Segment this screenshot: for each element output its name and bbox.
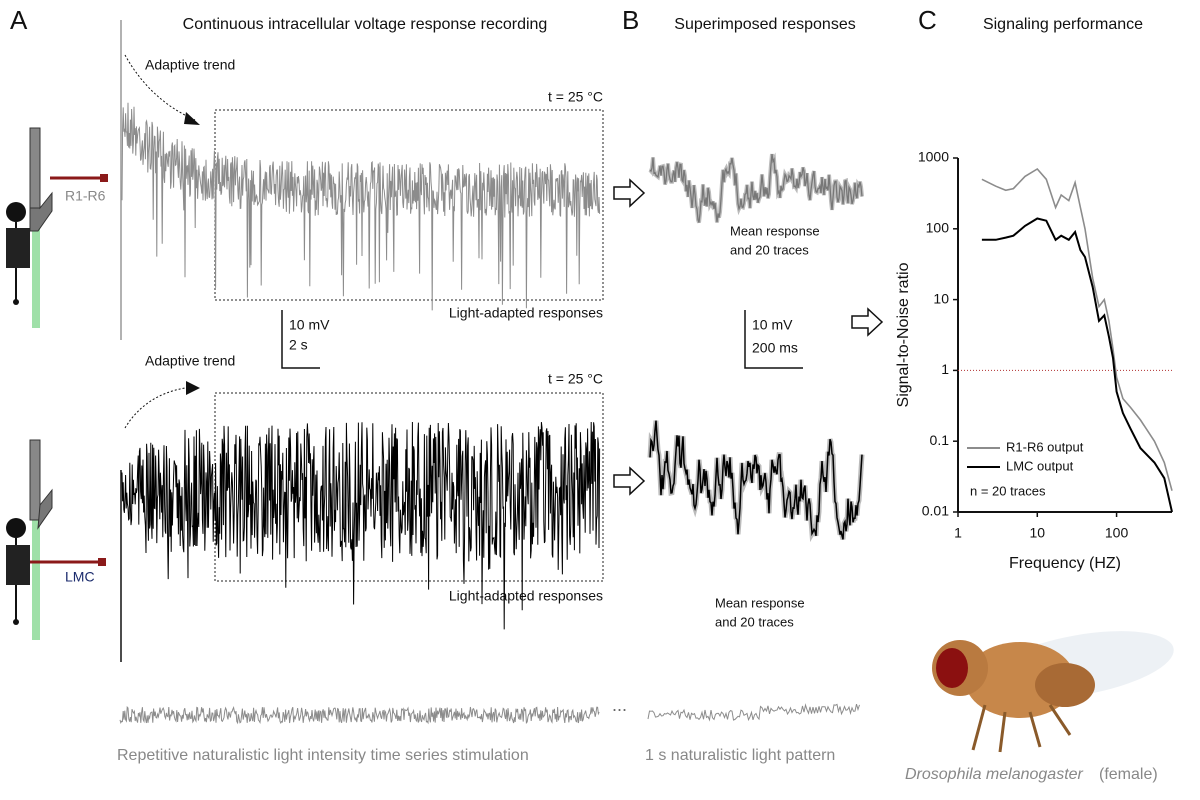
panel-title: Superimposed responses [674, 16, 855, 33]
species: Drosophila melanogaster [905, 766, 1084, 783]
panel-letter: C [918, 5, 937, 35]
y-tick-label: 1000 [918, 149, 949, 165]
legend-label: R1-R6 output [1006, 439, 1084, 454]
panel-letter: A [10, 5, 28, 35]
stimulus-caption: Repetitive naturalistic light intensity … [117, 747, 529, 764]
annotation: Light-adapted responses [449, 305, 603, 321]
trend-arrow [124, 387, 186, 429]
x-tick-label: 100 [1105, 525, 1129, 541]
y-tick-label: 10 [933, 290, 949, 306]
voltage-trace [649, 420, 863, 540]
voltage-trace [647, 420, 865, 543]
annotation: Adaptive trend [145, 57, 235, 73]
scale-bar [281, 310, 320, 369]
voltage-trace [647, 703, 860, 722]
arrow-head [186, 381, 200, 395]
arrow-head [184, 112, 200, 125]
panel-title: Signaling performance [983, 16, 1143, 33]
annotation: Adaptive trend [145, 353, 235, 369]
voltage-trace [649, 154, 863, 223]
annotation: Light-adapted responses [449, 588, 603, 604]
stimulus-caption: 1 s naturalistic light pattern [645, 747, 835, 764]
annotation: Mean response [730, 223, 820, 238]
voltage-trace [121, 421, 601, 630]
flow-arrows [613, 178, 884, 496]
annotation: t = 25 °C [548, 371, 603, 387]
cell-label: LMC [65, 569, 95, 585]
region-box [214, 109, 604, 301]
x-tick-label: 10 [1030, 525, 1046, 541]
neuron-schematic [6, 439, 106, 640]
scale-label: 10 mV [752, 317, 793, 333]
neuron-schematic [6, 127, 108, 328]
voltage-trace [121, 102, 601, 311]
legend-label: LMC output [1006, 458, 1074, 473]
trend-arrow [124, 54, 196, 121]
y-tick-label: 1 [941, 361, 949, 377]
species-sex: (female) [1099, 766, 1158, 783]
cell-label: R1-R6 [65, 188, 106, 204]
y-tick-label: 0.01 [922, 503, 949, 519]
scale-label: 200 ms [752, 340, 798, 356]
x-axis-label: Frequency (HZ) [1009, 555, 1121, 572]
annotation: and 20 traces [715, 614, 794, 629]
scale-label: 2 s [289, 337, 308, 353]
annotation: Mean response [715, 595, 805, 610]
snr-line [981, 167, 1173, 491]
annotation: t = 25 °C [548, 89, 603, 105]
scale-bar [744, 310, 803, 369]
scale-label: 10 mV [289, 317, 330, 333]
panel-title: Continuous intracellular voltage respons… [183, 16, 548, 33]
panel-letter: B [622, 5, 639, 35]
fly-photo [932, 631, 1174, 753]
x-tick-label: 1 [954, 525, 962, 541]
y-axis-label: Signal-to-Noise ratio [895, 262, 912, 407]
annotation: and 20 traces [730, 242, 809, 257]
snr-line [981, 217, 1173, 513]
y-tick-label: 0.1 [930, 432, 950, 448]
voltage-trace [119, 706, 600, 725]
ellipsis: ... [612, 695, 627, 715]
annotation: n = 20 traces [970, 483, 1046, 498]
y-tick-label: 100 [926, 220, 950, 236]
